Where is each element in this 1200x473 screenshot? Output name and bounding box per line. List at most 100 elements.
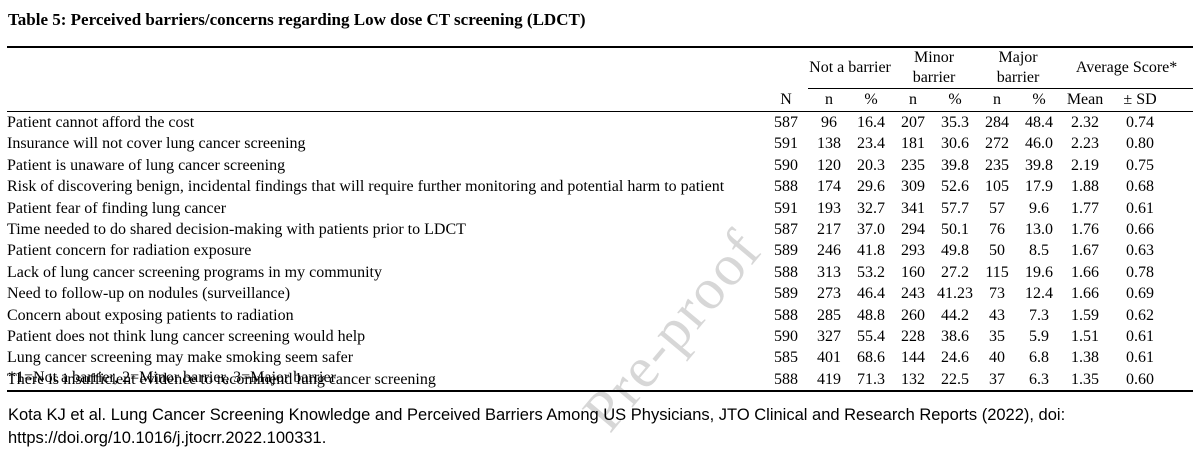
value-cell: 589 (774, 285, 798, 303)
group-header-spacer (7, 47, 808, 89)
citation-line-2: https://doi.org/10.1016/j.jtocrr.2022.10… (8, 429, 327, 447)
row-end-spacer (1170, 112, 1193, 134)
value-cell: 57.7 (941, 199, 970, 217)
col-header-mean: Mean (1060, 88, 1111, 112)
value-cell: 68.6 (857, 349, 885, 367)
group-header-major-barrier: Major barrier (976, 47, 1061, 89)
value-cell: 272 (985, 135, 1010, 153)
value-cell: 293 (901, 242, 926, 260)
barrier-label-cell: There is insufficient evidence to recomm… (7, 370, 436, 388)
value-cell: 1.88 (1071, 178, 1100, 196)
value-cell: 273 (817, 285, 841, 303)
value-cell: 13.0 (1025, 221, 1054, 239)
barrier-label-cell: Lack of lung cancer screening programs i… (7, 263, 382, 281)
value-cell: 144 (901, 349, 926, 367)
value-cell: 35 (989, 328, 1006, 346)
value-cell: 105 (985, 178, 1010, 196)
value-cell: 1.59 (1071, 306, 1100, 324)
value-cell: 5.9 (1029, 328, 1050, 346)
value-cell: 40 (989, 349, 1006, 367)
value-cell: 30.6 (941, 135, 970, 153)
barrier-label-cell: Lung cancer screening may make smoking s… (7, 349, 354, 367)
value-cell: 0.66 (1126, 221, 1155, 239)
value-cell: 0.78 (1126, 263, 1155, 281)
sub-header-label-spacer (7, 88, 764, 112)
value-cell: 41.23 (937, 285, 974, 303)
sub-header-row: N n % n % n % Mean ± SD (7, 88, 1194, 112)
value-cell: 23.4 (857, 135, 885, 153)
value-cell: 0.61 (1126, 199, 1155, 217)
value-cell: 294 (901, 221, 926, 239)
value-cell: 181 (901, 135, 926, 153)
value-cell: 19.6 (1025, 263, 1054, 281)
value-cell: 587 (774, 114, 798, 131)
value-cell: 24.6 (941, 349, 970, 367)
table-row: Concern about exposing patients to radia… (7, 305, 1193, 326)
value-cell: 7.3 (1029, 306, 1050, 324)
value-cell: 27.2 (941, 263, 970, 281)
value-cell: 9.6 (1029, 199, 1050, 217)
value-cell: 39.8 (941, 156, 970, 174)
value-cell: 217 (817, 221, 841, 239)
value-cell: 589 (774, 242, 798, 260)
table-row: Insurance will not cover lung cancer scr… (7, 133, 1193, 154)
value-cell: 0.74 (1126, 114, 1155, 131)
barrier-label-cell: Patient is unaware of lung cancer screen… (7, 156, 286, 174)
table-row: Lung cancer screening may make smoking s… (7, 347, 1193, 368)
value-cell: 587 (774, 221, 798, 239)
value-cell: 41.8 (857, 242, 885, 260)
value-cell: 16.4 (857, 114, 885, 131)
value-cell: 1.67 (1071, 242, 1100, 260)
value-cell: 2.19 (1071, 156, 1100, 174)
table-body: Patient cannot afford the cost 587 96 16.4 2… (7, 112, 1193, 392)
value-cell: 1.38 (1071, 349, 1100, 367)
value-cell: 12.4 (1025, 285, 1054, 303)
col-header-N: N (764, 88, 808, 112)
value-cell: 48.4 (1025, 114, 1054, 131)
table-row: Lack of lung cancer screening programs i… (7, 262, 1193, 283)
value-cell: 32.7 (857, 199, 885, 217)
value-cell: 284 (985, 114, 1010, 131)
value-cell: 260 (901, 306, 926, 324)
table-row: Patient cannot afford the cost 587 96 16.4 2… (7, 112, 1193, 134)
value-cell: 49.8 (941, 242, 970, 260)
value-cell: 0.60 (1126, 370, 1155, 388)
group-header-average-score: Average Score* (1060, 47, 1194, 89)
group-header-minor-barrier: Minor barrier (892, 47, 977, 89)
value-cell: 588 (774, 263, 798, 281)
value-cell: 1.66 (1071, 263, 1100, 281)
value-cell: 401 (817, 349, 841, 367)
value-cell: 0.75 (1126, 156, 1155, 174)
row-end-spacer (1170, 240, 1193, 261)
barrier-label-cell: Time needed to do shared decision-making… (7, 221, 466, 239)
group-header-row: Not a barrier Minor barrier Major barrie… (7, 47, 1194, 89)
barrier-label-cell: Risk of discovering benign, incidental f… (7, 178, 725, 196)
barrier-label-cell: Concern about exposing patients to radia… (7, 306, 294, 324)
value-cell: 17.9 (1025, 178, 1054, 196)
row-end-spacer (1170, 155, 1193, 176)
col-header-n2: n (892, 88, 935, 112)
value-cell: 1.51 (1071, 328, 1100, 346)
value-cell: 96 (821, 114, 837, 131)
value-cell: 207 (901, 114, 926, 131)
sub-header-end-spacer (1170, 88, 1194, 112)
value-cell: 0.63 (1126, 242, 1155, 260)
value-cell: 341 (901, 199, 926, 217)
value-cell: 174 (817, 178, 841, 196)
value-cell: 6.3 (1029, 370, 1050, 388)
col-header-n3: n (976, 88, 1019, 112)
row-end-spacer (1170, 369, 1193, 391)
table-row: Patient fear of finding lung cancer 591 19… (7, 198, 1193, 219)
citation-line-1: Kota KJ et al. Lung Cancer Screening Kno… (8, 406, 1066, 424)
col-header-sd: ± SD (1110, 88, 1171, 112)
row-end-spacer (1170, 326, 1193, 347)
value-cell: 46.4 (857, 285, 885, 303)
value-cell: 591 (774, 135, 798, 153)
value-cell: 591 (774, 199, 798, 217)
value-cell: 0.61 (1126, 328, 1155, 346)
table-row: Risk of discovering benign, incidental f… (7, 176, 1193, 197)
value-cell: 29.6 (857, 178, 885, 196)
row-end-spacer (1170, 198, 1193, 219)
value-cell: 2.23 (1071, 135, 1100, 153)
